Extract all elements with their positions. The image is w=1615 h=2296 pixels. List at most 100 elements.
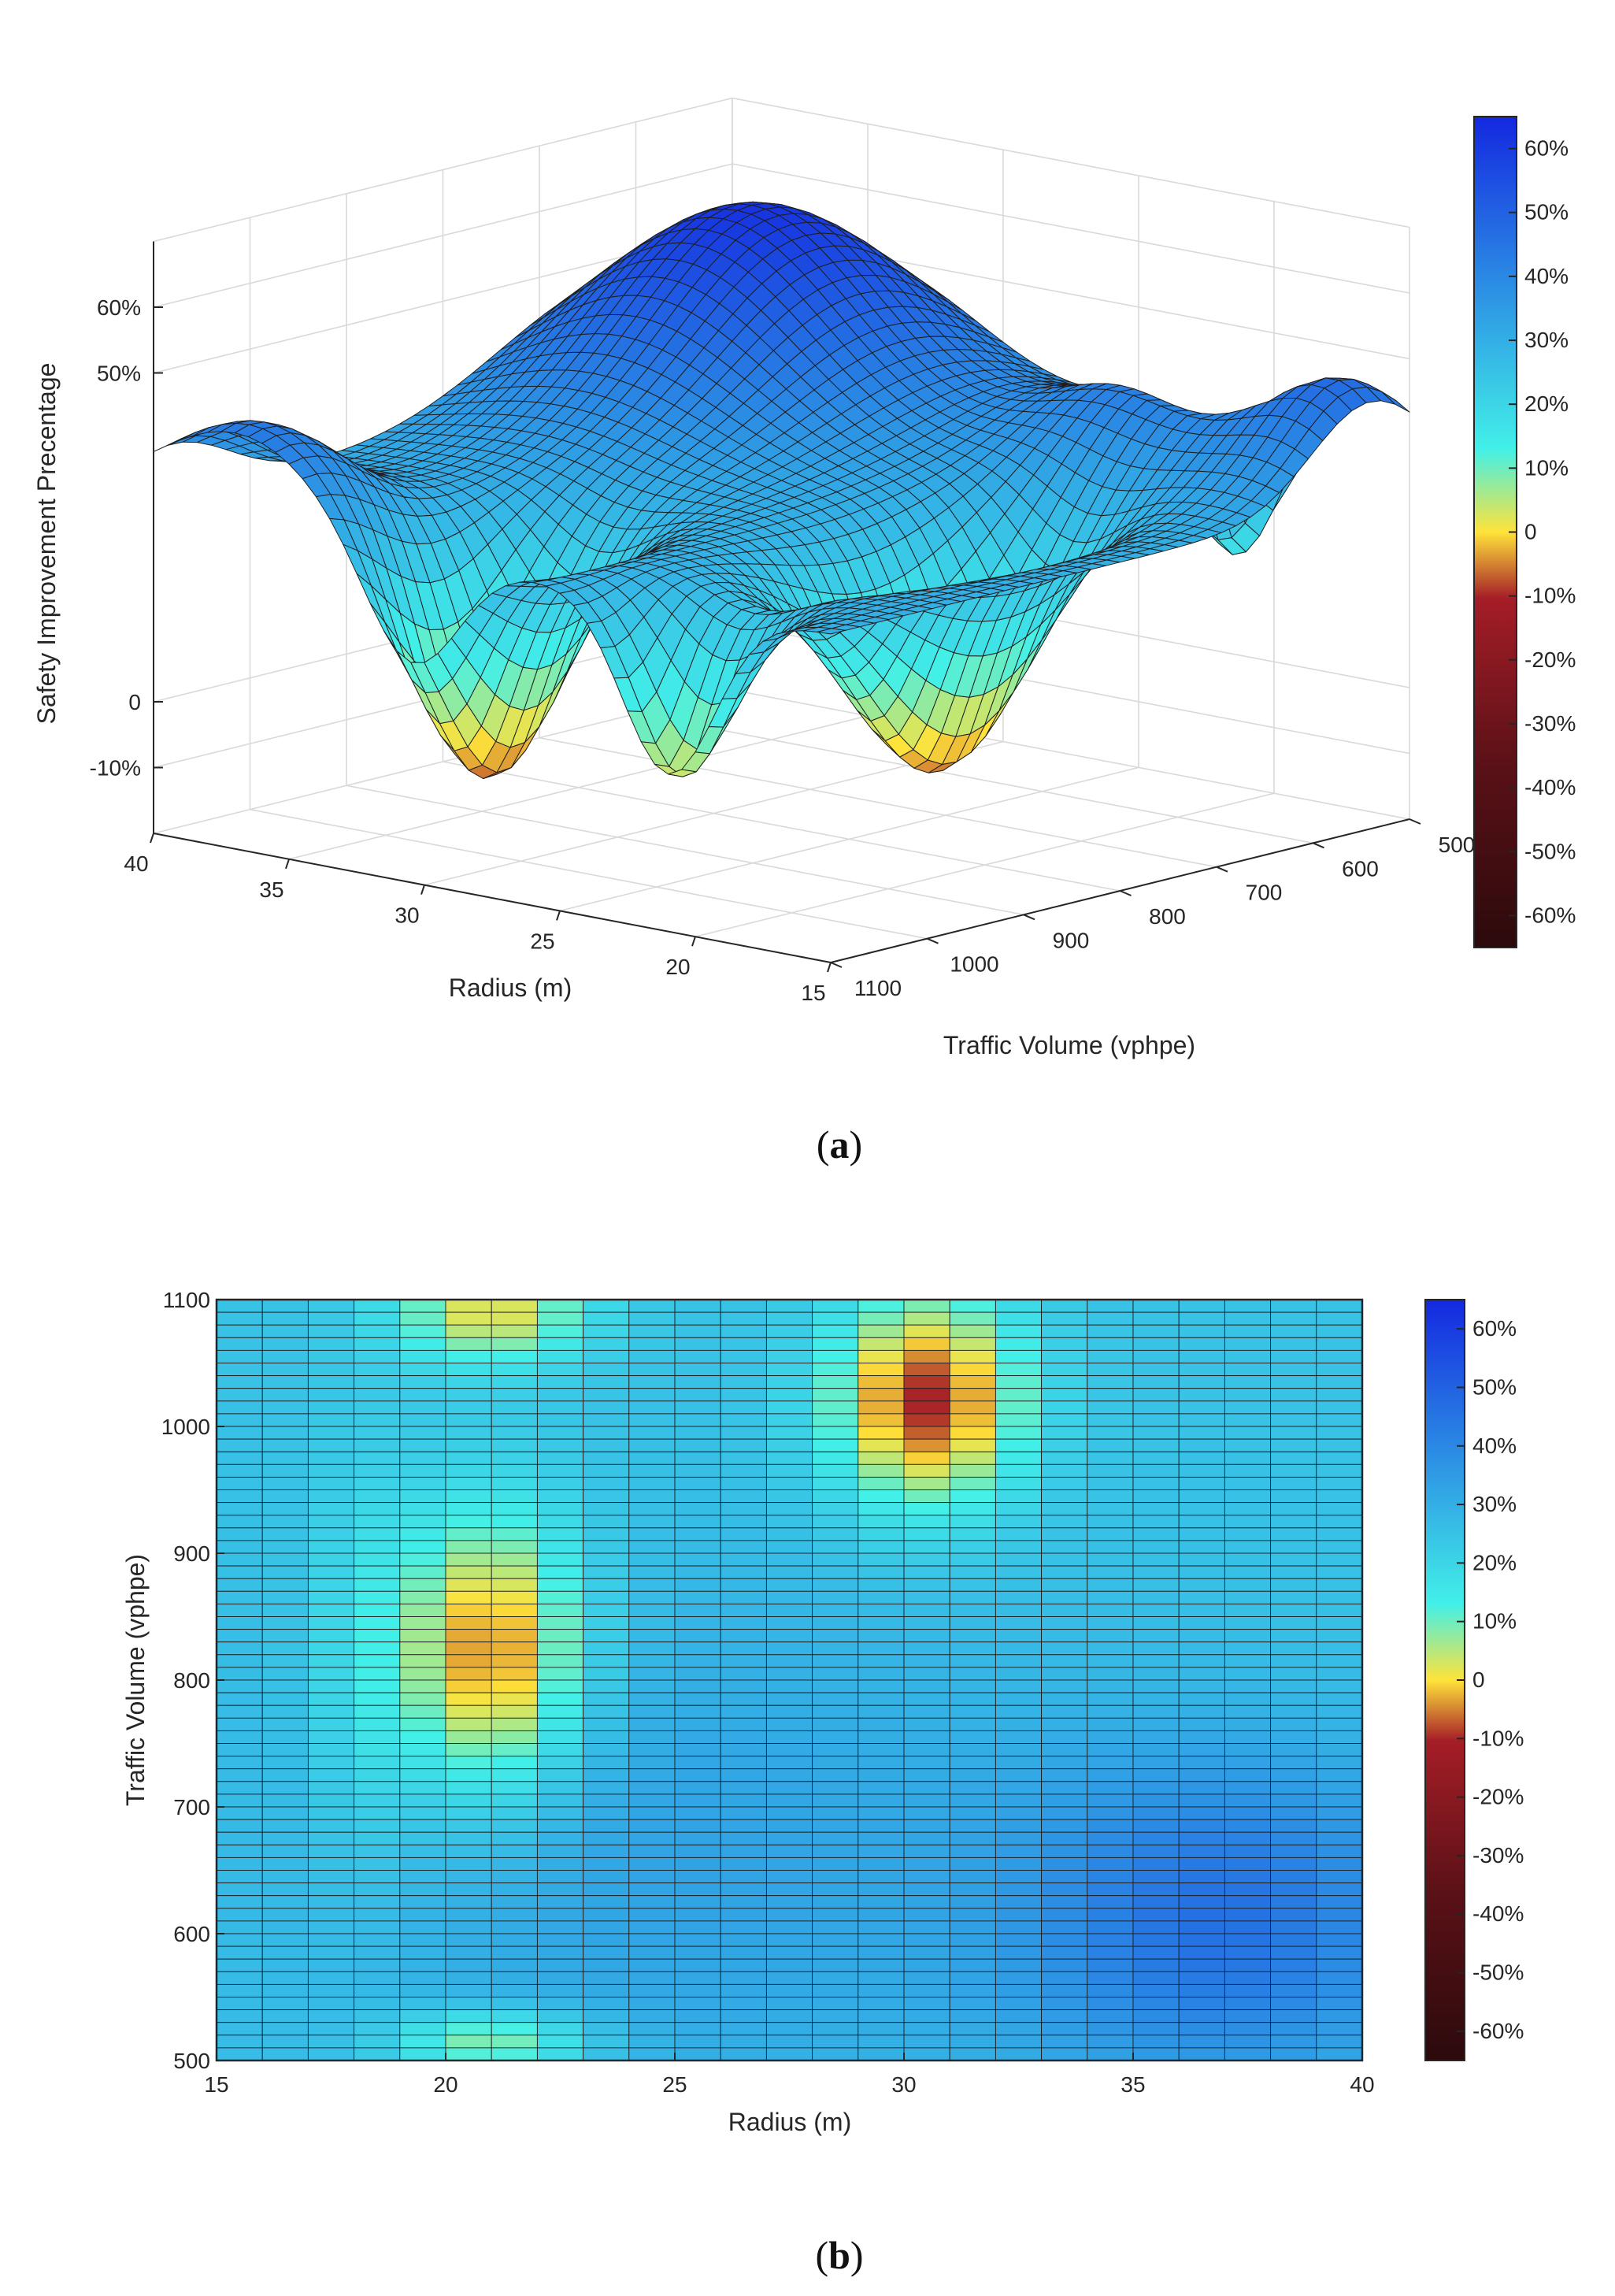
heatmap-cell xyxy=(765,1856,813,1871)
heatmap-cell xyxy=(674,1667,721,1681)
heatmap-cell xyxy=(216,1933,263,1947)
heatmap-cell xyxy=(949,1667,996,1681)
heatmap-cell xyxy=(628,1311,676,1326)
heatmap-cell xyxy=(583,1603,630,1617)
heatmap-cell xyxy=(445,1502,492,1516)
heatmap-cell xyxy=(1041,1895,1088,1909)
heatmap-cell xyxy=(858,1730,905,1744)
heatmap-cell xyxy=(583,2035,630,2049)
heatmap-x-tick-label: 20 xyxy=(433,2072,457,2097)
heatmap-cell xyxy=(1132,1426,1180,1440)
heatmap-cell xyxy=(720,1856,767,1871)
heatmap-cell xyxy=(949,2035,996,2049)
heatmap-cell xyxy=(720,1870,767,1884)
heatmap-cell xyxy=(995,1679,1043,1693)
heatmap-cell xyxy=(399,1654,446,1668)
heatmap-cell xyxy=(674,1704,721,1719)
heatmap-cell xyxy=(949,1882,996,1897)
heatmap-y-tick-label: 600 xyxy=(173,1922,210,1946)
heatmap-cell xyxy=(1178,1692,1225,1706)
heatmap-cell xyxy=(399,1324,446,1338)
heatmap-cell xyxy=(1041,1908,1088,1922)
heatmap-cell xyxy=(1041,1426,1088,1440)
heatmap-cell xyxy=(812,1704,859,1719)
heatmap-cell xyxy=(995,1375,1043,1389)
heatmap-cell xyxy=(720,1743,767,1757)
heatmap-cell xyxy=(491,2047,538,2061)
heatmap-cell xyxy=(1041,1527,1088,1541)
heatmap-cell xyxy=(949,1400,996,1415)
heatmap-cell xyxy=(858,1692,905,1706)
heatmap-cell xyxy=(1178,1476,1225,1490)
heatmap-cell xyxy=(445,1565,492,1579)
heatmap-cell xyxy=(1270,1463,1317,1478)
heatmap-cell xyxy=(536,1489,584,1504)
heatmap-cell xyxy=(858,1971,905,1985)
heatmap-cell xyxy=(261,1831,309,1845)
heatmap-cell xyxy=(903,1603,950,1617)
heatmap-cell xyxy=(995,1578,1043,1592)
heatmap-cell xyxy=(995,1527,1043,1541)
heatmap-cell xyxy=(491,1679,538,1693)
heatmap-cell xyxy=(1224,1806,1272,1820)
heatmap-cell xyxy=(1270,1958,1317,1972)
heatmap-cell xyxy=(354,1438,401,1452)
heatmap-cell xyxy=(491,1945,538,1960)
heatmap-cell xyxy=(720,1400,767,1415)
heatmap-cell xyxy=(1178,1945,1225,1960)
heatmap-cell xyxy=(307,1920,355,1934)
heatmap-cell xyxy=(1132,2022,1180,2036)
heatmap-cell xyxy=(261,1463,309,1478)
heatmap-x-tick-label: 35 xyxy=(1120,2072,1145,2097)
heatmap-cell xyxy=(858,1590,905,1604)
heatmap-cell xyxy=(536,1565,584,1579)
heatmap-cell xyxy=(903,1299,950,1313)
heatmap-cell xyxy=(1270,1603,1317,1617)
heatmap-cell xyxy=(1041,1704,1088,1719)
surface-radius-tick xyxy=(556,911,561,921)
heatmap-cell xyxy=(1132,1768,1180,1782)
heatmap-cell xyxy=(765,1667,813,1681)
heatmap-cell xyxy=(949,1781,996,1795)
heatmap-cell xyxy=(536,1933,584,1947)
heatmap-cell xyxy=(1178,1438,1225,1452)
heatmap-cell xyxy=(720,1527,767,1541)
heatmap-cell xyxy=(995,2009,1043,2023)
heatmap-cell xyxy=(674,1337,721,1351)
heatmap-cell xyxy=(1178,1337,1225,1351)
heatmap-cell xyxy=(765,1831,813,1845)
heatmap-cell xyxy=(583,1629,630,1643)
heatmap-cell xyxy=(261,1413,309,1427)
heatmap-cell xyxy=(1041,1324,1088,1338)
heatmap-cell xyxy=(1224,1679,1272,1693)
heatmap-cell xyxy=(307,1743,355,1757)
heatmap-cell xyxy=(949,1476,996,1490)
surface-radius-axis-label: Radius (m) xyxy=(449,974,572,1002)
heatmap-cell xyxy=(1316,1831,1363,1845)
heatmap-cell xyxy=(674,1349,721,1363)
surface-radius-axis-line xyxy=(153,833,832,963)
heatmap-cell xyxy=(628,1831,676,1845)
heatmap-cell xyxy=(628,2047,676,2061)
heatmap-cell xyxy=(995,1337,1043,1351)
heatmap-cell xyxy=(949,1502,996,1516)
heatmap-cell xyxy=(261,1388,309,1402)
heatmap-cell xyxy=(674,1527,721,1541)
heatmap-cell xyxy=(1316,1971,1363,1985)
heatmap-cell xyxy=(1224,1704,1272,1719)
heatmap-cell xyxy=(812,1819,859,1833)
heatmap-cell xyxy=(216,1388,263,1402)
heatmap-cell xyxy=(1041,1451,1088,1465)
heatmap-cell xyxy=(354,1590,401,1604)
surface-colorbar-tick-label: 0 xyxy=(1524,520,1537,544)
heatmap-cell xyxy=(1087,1983,1134,1997)
heatmap-cell xyxy=(536,1400,584,1415)
heatmap-cell xyxy=(903,1667,950,1681)
heatmap-cell xyxy=(1041,1958,1088,1972)
heatmap-cell xyxy=(354,1730,401,1744)
heatmap-cell xyxy=(307,1692,355,1706)
heatmap-cell xyxy=(536,1578,584,1592)
heatmap-cell xyxy=(674,1590,721,1604)
heatmap-cell xyxy=(812,1616,859,1630)
heatmap-cell xyxy=(491,1806,538,1820)
